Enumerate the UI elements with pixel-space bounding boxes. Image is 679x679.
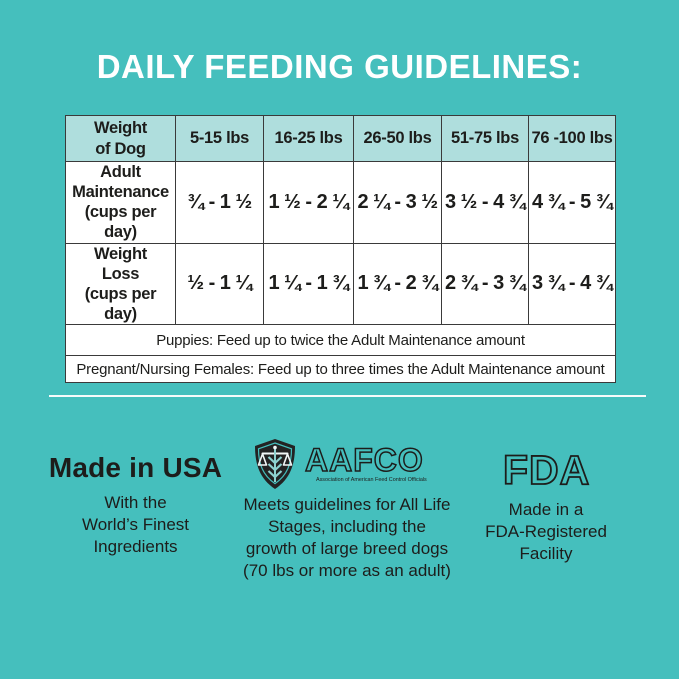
subtext-line: With the [104,493,167,512]
note-text-puppies: Puppies: Feed up to twice the Adult Main… [65,324,616,356]
header-line: of Dog [95,139,146,158]
col-header-range-1: 5-15 lbs [175,115,264,162]
subtext-line: growth of large breed dogs [245,539,449,558]
aafco-section: AAFCO Association of American Feed Contr… [233,438,461,582]
aafco-subtext: Meets guidelines for All Life Stages, in… [233,494,461,582]
table-cell: 1 ¾ - 2 ¾ [353,242,442,325]
table-row-adult-maintenance: Adult Maintenance (cups per day) ¾ - 1 ½… [65,161,616,244]
table-row-weight-loss: Weight Loss (cups per day) ½ - 1 ¼ 1 ¼ -… [65,242,616,325]
col-header-range-2: 16-25 lbs [263,115,354,162]
header-line: Weight [94,118,147,137]
aafco-wordmark-text: AAFCO [305,442,424,478]
made-in-usa-heading: Made in USA [48,452,223,483]
subtext-line: (70 lbs or more as an adult) [243,561,451,580]
table-note-puppies: Puppies: Feed up to twice the Adult Main… [65,324,616,356]
page-title: DAILY FEEDING GUIDELINES: [96,48,583,85]
table-header-row: Weight of Dog 5-15 lbs 16-25 lbs 26-50 l… [65,115,616,162]
feeding-table-wrap: Weight of Dog 5-15 lbs 16-25 lbs 26-50 l… [65,115,616,383]
row-label-line: (cups per day) [84,284,157,323]
aafco-shield-scales-icon [252,438,298,495]
table-cell: 1 ½ - 2 ¼ [263,161,354,244]
subtext-line: Meets guidelines for All Life [243,495,451,514]
row-label-weight-loss: Weight Loss (cups per day) [65,242,176,325]
table-cell: 3 ½ - 4 ¾ [441,161,529,244]
row-label-line: Loss [101,264,140,283]
fda-subtext: Made in a FDA-Registered Facility [460,499,632,565]
col-header-range-4: 51-75 lbs [441,115,529,162]
aafco-logo: AAFCO Association of American Feed Contr… [233,438,461,495]
col-header-weight-of-dog: Weight of Dog [65,115,176,162]
row-label-line: (cups per day) [84,203,157,242]
table-cell: 4 ¾ - 5 ¾ [528,161,616,244]
row-label-line: Weight [94,244,147,263]
table-cell: 1 ¼ - 1 ¾ [263,242,354,325]
col-header-range-5: 76 -100 lbs [528,115,616,162]
table-cell: 3 ¾ - 4 ¾ [528,242,616,325]
table-note-pregnant: Pregnant/Nursing Females: Feed up to thr… [65,355,616,383]
table-cell: 2 ¼ - 3 ½ [353,161,442,244]
fda-logo: FDA [460,446,632,492]
table-cell: ½ - 1 ¼ [175,242,264,325]
table-cell: 2 ¾ - 3 ¾ [441,242,529,325]
col-header-range-3: 26-50 lbs [353,115,442,162]
fda-wordmark-text: FDA [503,447,590,492]
subtext-line: Ingredients [93,537,178,556]
note-text-pregnant: Pregnant/Nursing Females: Feed up to thr… [65,355,616,383]
made-in-usa-section: Made in USA With the World’s Finest Ingr… [38,452,233,558]
section-divider [49,395,646,397]
made-in-usa-subtext: With the World’s Finest Ingredients [38,492,233,558]
table-cell: ¾ - 1 ½ [175,161,264,244]
row-label-line: Maintenance [72,183,169,202]
aafco-caption-text: Association of American Feed Control Off… [316,477,427,483]
subtext-line: Facility [519,544,573,563]
subtext-line: Stages, including the [268,517,426,536]
aafco-wordmark: AAFCO Association of American Feed Contr… [304,441,442,491]
subtext-line: Made in a [508,500,584,519]
feeding-guidelines-table: Weight of Dog 5-15 lbs 16-25 lbs 26-50 l… [65,115,616,383]
row-label-adult-maintenance: Adult Maintenance (cups per day) [65,161,176,244]
subtext-line: FDA-Registered [485,522,607,541]
fda-section: FDA Made in a FDA-Registered Facility [460,446,632,565]
row-label-line: Adult [100,163,141,181]
subtext-line: World’s Finest [81,515,190,534]
